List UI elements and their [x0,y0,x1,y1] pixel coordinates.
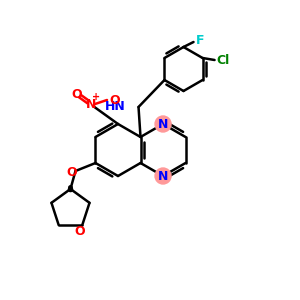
Text: Cl: Cl [217,53,230,67]
Text: O: O [109,94,120,106]
Text: N: N [86,98,96,110]
Text: O: O [72,88,82,100]
Circle shape [155,116,171,132]
Text: +: + [92,92,100,102]
Text: F: F [196,34,204,47]
Circle shape [155,168,171,184]
Text: N: N [158,118,168,130]
Text: N: N [158,169,168,182]
Text: O: O [66,166,77,178]
Text: O: O [74,225,85,238]
Text: HN: HN [105,100,125,112]
